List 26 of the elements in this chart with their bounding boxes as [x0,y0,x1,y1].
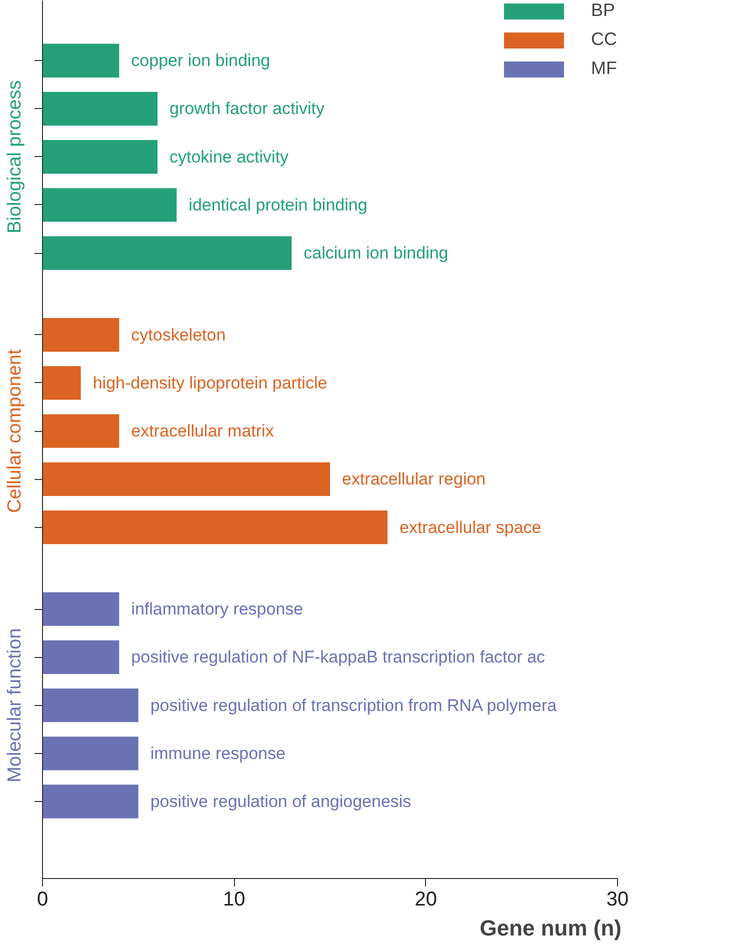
y-tick-label: high-density lipoprotein particle [92,373,328,392]
y-tick-label: identical protein binding [188,195,368,214]
x-tick-label: 10 [223,888,246,910]
text: Molecular function [4,628,26,782]
x-tick-label: 20 [414,888,437,910]
y-tick-label: cytoskeleton [131,325,226,344]
y-tick-label: positive regulation of angiogenesis [150,792,412,812]
y-tick-label: positive regulation of transcription from RNA polymera [150,696,558,715]
y-tick-label: extracellular matrix [131,422,274,441]
y-tick-label: extracellular region [342,470,486,489]
y-tick-label: extracellular space [400,518,542,537]
y-tick-label: positive regulation of NF-kappaB transcription factor ac [131,648,546,667]
y-tick-label: copper ion binding [131,51,270,70]
legend-label: BP [591,0,616,21]
text: Biological process [4,80,26,234]
text: Cellular component [4,348,26,513]
legend-label: CC [591,29,617,50]
x-axis-title: Gene num (n) [480,916,622,940]
y-tick-label: growth factor activity [170,99,325,118]
x-tick-label: 0 [36,888,48,910]
legend-label: MF [591,58,617,79]
x-tick-label: 30 [606,888,629,910]
y-tick-label: calcium ion binding [304,244,448,263]
y-tick-label: cytokine activity [170,147,290,166]
y-tick-label: immune response [150,744,286,763]
y-tick-label: inflammatory response [131,600,304,619]
